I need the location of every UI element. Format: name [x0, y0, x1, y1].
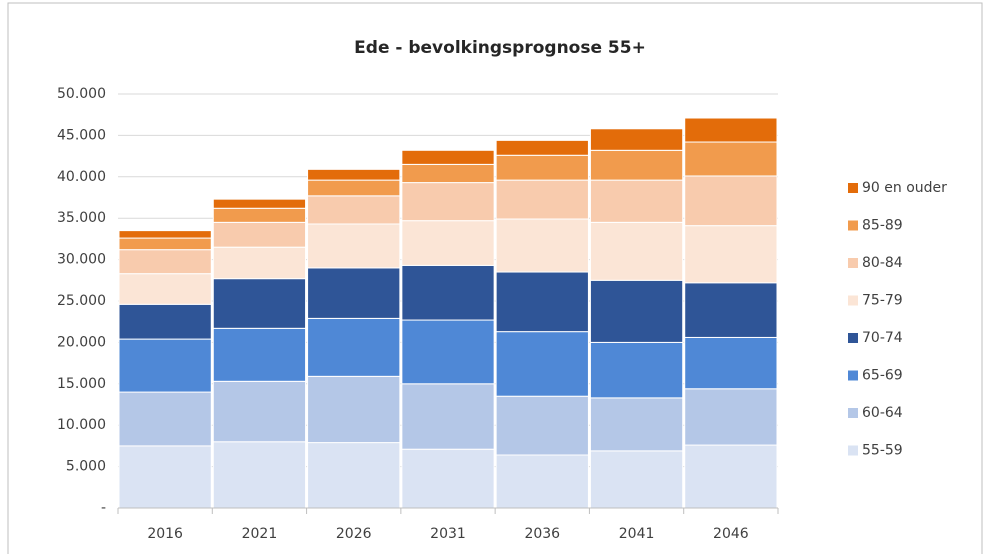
bar-segment	[495, 454, 589, 509]
bar-segment	[684, 388, 778, 446]
legend-swatch	[848, 295, 858, 306]
bar-segment	[401, 264, 495, 321]
bar-segment	[307, 223, 401, 269]
bar-segment	[212, 278, 307, 329]
bar-segment	[684, 175, 778, 227]
bar-segment	[495, 179, 589, 220]
bar-segment	[684, 225, 778, 284]
bar-segment	[118, 445, 212, 509]
bar-segment	[401, 149, 495, 165]
x-tick-label: 2046	[713, 526, 749, 542]
bar-segment	[684, 141, 778, 177]
bar-segment	[495, 154, 589, 181]
legend-swatch	[848, 258, 858, 268]
legend-swatch	[848, 370, 858, 381]
bar-segment	[212, 246, 307, 280]
bar-segment	[307, 168, 401, 181]
bar-segment	[212, 441, 307, 509]
bar-segment	[589, 279, 684, 343]
bar-segment	[401, 163, 495, 184]
legend-label: 85-89	[862, 218, 903, 234]
bar-segment	[589, 221, 684, 281]
bar-segment	[589, 397, 684, 452]
bar-segment	[307, 195, 401, 225]
bar-segment	[589, 179, 684, 223]
bar-segment	[495, 139, 589, 156]
bar-segment	[495, 218, 589, 273]
chart-title: Ede - bevolkingsprognose 55+	[354, 38, 646, 58]
bar-segment	[118, 303, 212, 340]
bar-segment	[684, 336, 778, 390]
legend-label: 80-84	[862, 255, 903, 271]
bar-segment	[684, 282, 778, 338]
bar-segment	[118, 237, 212, 251]
legend-swatch	[848, 445, 858, 456]
bar-segment	[589, 450, 684, 509]
bar-segment	[307, 267, 401, 319]
y-tick-label: -	[101, 500, 106, 516]
y-tick-label: 50.000	[57, 86, 106, 102]
bar-segment	[495, 395, 589, 456]
y-tick-label: 45.000	[57, 127, 106, 143]
y-tick-label: 15.000	[57, 376, 106, 392]
bar-segment	[212, 327, 307, 382]
y-tick-label: 40.000	[57, 169, 106, 185]
legend-label: 55-59	[862, 443, 903, 459]
bar-segment	[212, 221, 307, 248]
legend-swatch	[848, 333, 858, 343]
legend-swatch	[848, 408, 858, 418]
bar-segment	[118, 391, 212, 447]
bar-segment	[589, 128, 684, 151]
bar-segment	[307, 179, 401, 197]
bar-segment	[684, 444, 778, 509]
bar-segment	[589, 149, 684, 181]
bar-segment	[118, 249, 212, 275]
bar-segment	[307, 442, 401, 509]
bar-segment	[589, 341, 684, 399]
y-tick-label: 30.000	[57, 252, 106, 268]
y-tick-label: 20.000	[57, 334, 106, 350]
bar-segment	[401, 448, 495, 509]
legend-label: 75-79	[862, 293, 903, 309]
legend-label: 90 en ouder	[862, 180, 947, 196]
bar-segment	[118, 273, 212, 305]
bar-segment	[307, 317, 401, 377]
x-tick-label: 2016	[147, 526, 183, 542]
bar-segment	[495, 271, 589, 333]
x-tick-label: 2041	[619, 526, 655, 542]
x-tick-label: 2036	[524, 526, 560, 542]
legend-label: 60-64	[862, 405, 903, 421]
bar-segment	[401, 319, 495, 385]
x-tick-label: 2021	[242, 526, 278, 542]
bar-segment	[495, 331, 589, 397]
y-tick-label: 25.000	[57, 293, 106, 309]
bar-segment	[307, 375, 401, 444]
bar-segment	[401, 220, 495, 266]
bar-segment	[401, 182, 495, 222]
legend-swatch	[848, 220, 858, 231]
bar-segment	[401, 383, 495, 450]
legend-label: 70-74	[862, 330, 903, 346]
x-tick-label: 2026	[336, 526, 372, 542]
bar-segment	[684, 117, 778, 143]
legend-swatch	[848, 183, 858, 193]
y-tick-label: 35.000	[57, 210, 106, 226]
bar-segment	[118, 338, 212, 393]
bar-segment	[212, 207, 307, 223]
bar-segment	[212, 380, 307, 443]
y-tick-label: 10.000	[57, 417, 106, 433]
legend-label: 65-69	[862, 368, 903, 384]
bar-segment	[212, 198, 307, 209]
x-tick-label: 2031	[430, 526, 466, 542]
bar-segment	[118, 230, 212, 239]
y-tick-label: 5.000	[66, 459, 106, 475]
